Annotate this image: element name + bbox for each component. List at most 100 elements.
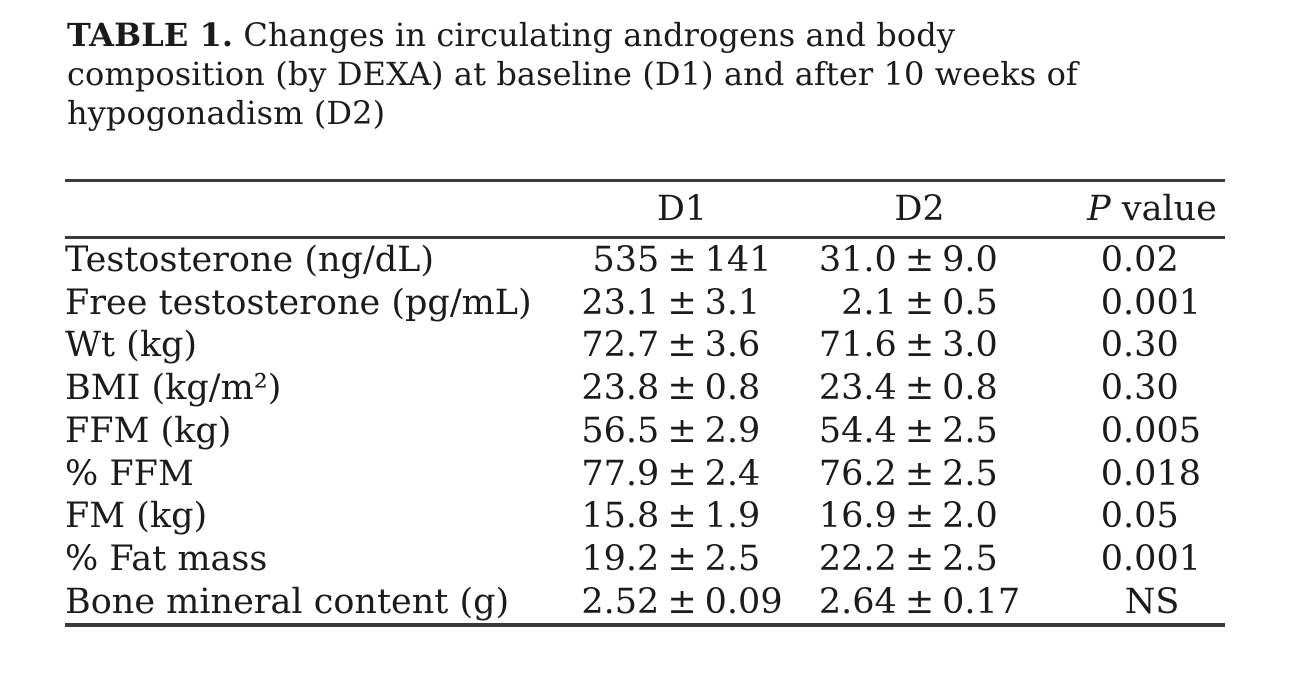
row-label: Free testosterone (pg/mL) — [65, 282, 532, 323]
p-value-cell: 0.018 — [1039, 453, 1225, 496]
row-label: FM (kg) — [65, 496, 208, 537]
sd-value: 0.8 — [942, 368, 998, 409]
p-value-cell: 0.30 — [1039, 324, 1225, 367]
p-value: 0.001 — [1100, 538, 1201, 579]
p-value: 0.05 — [1100, 496, 1179, 537]
d1-value: 19.2 ±2.5 — [564, 538, 800, 581]
sd-value: 2.5 — [942, 410, 998, 451]
table-row: Free testosterone (pg/mL) 23.1 ±3.1 2.1 ±0… — [65, 282, 1225, 325]
plus-minus: ± — [904, 240, 935, 280]
mean-value: 15.8 — [581, 496, 660, 537]
mean-value: 77.9 — [581, 453, 660, 494]
sd-value: 2.4 — [704, 453, 761, 494]
d1-value: 77.9 ±2.4 — [564, 453, 800, 496]
d1-value: 15.8 ±1.9 — [564, 495, 800, 538]
p-value: 0.001 — [1100, 282, 1201, 323]
d2-value: 71.6 ±3.0 — [800, 324, 1039, 367]
d2-value: 2.1 ±0.5 — [800, 282, 1039, 325]
mean-value: 23.8 — [581, 368, 660, 409]
sd-value: 3.1 — [704, 282, 761, 323]
row-label: % FFM — [65, 453, 194, 494]
d1-value: 23.8 ±0.8 — [564, 367, 800, 410]
sd-value: 0.09 — [704, 581, 783, 622]
p-value: 0.02 — [1100, 240, 1179, 280]
sd-value: 141 — [704, 240, 772, 280]
column-header-d2: D2 — [800, 180, 1039, 239]
sd-value: 2.5 — [942, 453, 998, 494]
plus-minus: ± — [667, 282, 697, 323]
column-header-d1: D1 — [564, 180, 800, 239]
sd-value: 2.5 — [704, 538, 761, 579]
sd-value: 3.6 — [704, 325, 761, 366]
p-value-cell: 0.02 — [1039, 238, 1225, 282]
sd-value: 9.0 — [942, 240, 998, 280]
plus-minus: ± — [904, 538, 935, 579]
plus-minus: ± — [904, 325, 935, 366]
plus-minus: ± — [667, 368, 697, 409]
row-label: Bone mineral content (g) — [65, 581, 510, 622]
d2-value: 31.0 ±9.0 — [800, 238, 1039, 282]
plus-minus: ± — [667, 538, 697, 579]
mean-value: 16.9 — [818, 496, 897, 537]
p-value-header-text: P value — [1087, 189, 1217, 229]
table-row: FM (kg) 15.8 ±1.9 16.9 ±2.0 0.05 — [65, 495, 1225, 538]
plus-minus: ± — [667, 410, 697, 451]
plus-minus: ± — [904, 368, 935, 409]
caption-line-3: hypogonadism (D2) — [67, 94, 386, 132]
mean-value: 72.7 — [581, 325, 660, 366]
d1-value: 2.52 ±0.09 — [564, 581, 800, 626]
mean-value: 22.2 — [818, 538, 897, 579]
mean-value: 535 — [592, 240, 660, 280]
plus-minus: ± — [667, 453, 697, 494]
d1-value: 535 ±141 — [564, 238, 800, 282]
plus-minus: ± — [904, 453, 935, 494]
table-row: Wt (kg) 72.7 ±3.6 71.6 ±3.0 0.30 — [65, 324, 1225, 367]
d2-value: 16.9 ±2.0 — [800, 495, 1039, 538]
header-row: D1 D2 P value — [65, 180, 1225, 239]
row-label: FFM (kg) — [65, 410, 232, 451]
table-caption: TABLE 1. Changes in circulating androgens… — [67, 16, 1187, 133]
d1-value: 72.7 ±3.6 — [564, 324, 800, 367]
d2-value: 22.2 ±2.5 — [800, 538, 1039, 581]
p-symbol: P — [1087, 189, 1111, 229]
row-label: Wt (kg) — [65, 325, 198, 366]
mean-value: 2.1 — [841, 282, 897, 323]
table-row: Bone mineral content (g) 2.52 ±0.09 2.64 ±… — [65, 581, 1225, 626]
sd-value: 0.17 — [942, 581, 1021, 622]
mean-value: 71.6 — [818, 325, 897, 366]
plus-minus: ± — [667, 240, 697, 280]
p-value-cell: 0.30 — [1039, 367, 1225, 410]
table-row: % FFM 77.9 ±2.4 76.2 ±2.5 0.018 — [65, 453, 1225, 496]
table-container: D1 D2 P value Testosterone (ng/dL) 535 ±1… — [65, 179, 1225, 628]
plus-minus: ± — [904, 581, 935, 622]
p-value-cell: NS — [1039, 581, 1225, 626]
mean-value: 23.4 — [818, 368, 897, 409]
table-row: Testosterone (ng/dL) 535 ±141 31.0 ±9.0 0.… — [65, 238, 1225, 282]
plus-minus: ± — [904, 282, 935, 323]
sd-value: 2.9 — [704, 410, 761, 451]
caption-table-number: TABLE 1. — [67, 16, 234, 54]
sd-value: 3.0 — [942, 325, 998, 366]
sd-value: 1.9 — [704, 496, 761, 537]
p-value-cell: 0.001 — [1039, 282, 1225, 325]
table-row: BMI (kg/m²) 23.8 ±0.8 23.4 ±0.8 0.30 — [65, 367, 1225, 410]
row-label: BMI (kg/m²) — [65, 368, 282, 409]
d2-value: 54.4 ±2.5 — [800, 410, 1039, 453]
mean-value: 56.5 — [581, 410, 660, 451]
plus-minus: ± — [904, 496, 935, 537]
mean-value: 54.4 — [818, 410, 897, 451]
sd-value: 2.0 — [942, 496, 998, 537]
d2-value: 2.64 ±0.17 — [800, 581, 1039, 626]
row-label: % Fat mass — [65, 538, 268, 579]
caption-line-2: composition (by DEXA) at baseline (D1) a… — [67, 55, 1078, 93]
column-header-p-value: P value — [1039, 180, 1225, 239]
p-value-cell: 0.005 — [1039, 410, 1225, 453]
mean-value: 2.64 — [818, 581, 897, 622]
p-value: 0.018 — [1100, 453, 1201, 494]
table-row: FFM (kg) 56.5 ±2.9 54.4 ±2.5 0.005 — [65, 410, 1225, 453]
mean-value: 23.1 — [581, 282, 660, 323]
p-value: 0.30 — [1100, 325, 1179, 366]
d2-value: 76.2 ±2.5 — [800, 453, 1039, 496]
sd-value: 0.8 — [704, 368, 761, 409]
